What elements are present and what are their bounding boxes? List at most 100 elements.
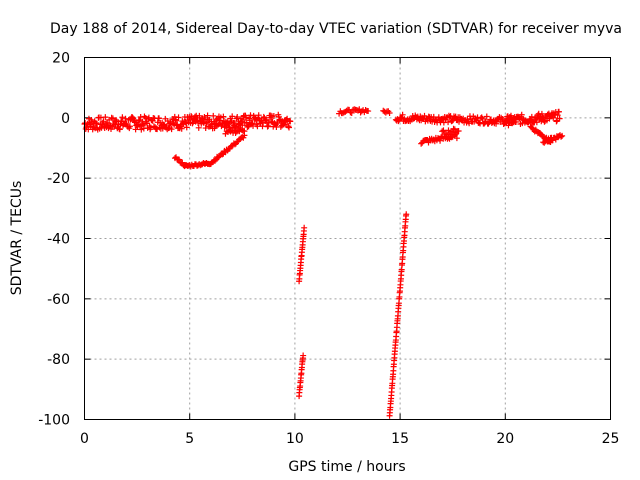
data-point: [437, 137, 444, 144]
data-point: [445, 119, 452, 126]
data-point: [219, 151, 226, 158]
data-point: [559, 132, 566, 139]
data-point: [509, 120, 516, 127]
data-point: [172, 116, 179, 123]
y-tick-label: -100: [38, 413, 70, 429]
data-point: [239, 116, 246, 123]
y-axis-label: SDTVAR / TECUs: [9, 181, 25, 296]
data-point: [241, 128, 248, 135]
data-point: [214, 122, 221, 129]
data-point: [451, 132, 458, 139]
data-point: [300, 352, 307, 359]
data-point: [176, 156, 183, 163]
data-point: [287, 118, 294, 125]
data-point: [155, 115, 162, 122]
data-point: [301, 224, 308, 231]
chart-title: Day 188 of 2014, Sidereal Day-to-day VTE…: [50, 21, 622, 37]
data-point: [263, 116, 270, 123]
data-point: [210, 112, 217, 119]
data-point: [537, 130, 544, 137]
data-point: [255, 112, 262, 119]
data-point: [283, 116, 290, 123]
data-point: [211, 157, 218, 164]
data-point: [231, 120, 238, 127]
y-tick-labels: 20 0 -20 -40 -60 -80 -100: [38, 51, 70, 429]
data-point: [399, 111, 406, 118]
data-point: [113, 116, 120, 123]
data-point: [277, 123, 284, 130]
data-point: [219, 120, 226, 127]
data-point: [234, 113, 241, 120]
data-point: [92, 119, 99, 126]
x-tick-label: 25: [602, 431, 620, 447]
data-point: [264, 123, 271, 130]
data-point: [119, 114, 126, 121]
data-point: [286, 124, 293, 131]
data-point: [243, 114, 250, 121]
data-point: [513, 118, 520, 125]
data-point: [183, 124, 190, 131]
data-point: [450, 125, 457, 132]
data-point: [126, 123, 133, 130]
data-point: [558, 133, 565, 140]
data-point: [102, 114, 109, 121]
data-point: [109, 115, 116, 122]
y-tick-label: -20: [47, 171, 70, 187]
data-point: [222, 123, 229, 130]
data-point: [178, 125, 185, 132]
x-tick-label: 20: [496, 431, 514, 447]
data-point: [174, 121, 181, 128]
y-tick-label: 0: [61, 111, 70, 127]
data-point: [275, 113, 282, 120]
data-points: [81, 106, 566, 419]
data-point: [188, 113, 195, 120]
data-point: [131, 118, 138, 125]
data-point: [493, 120, 500, 127]
data-point: [255, 115, 262, 122]
data-point: [138, 121, 145, 128]
data-point: [229, 113, 236, 120]
data-point: [403, 211, 410, 218]
data-point: [243, 119, 250, 126]
data-point: [195, 124, 202, 131]
plot-frame: [84, 57, 611, 420]
data-point: [555, 108, 562, 115]
data-point: [483, 113, 490, 120]
data-point: [259, 123, 266, 130]
y-tick-label: -60: [47, 292, 70, 308]
data-point: [202, 125, 209, 132]
x-tick-labels: 0 5 10 15 20 25: [80, 431, 619, 447]
data-point: [550, 114, 557, 121]
data-point: [554, 112, 561, 119]
data-point: [479, 115, 486, 122]
data-point: [265, 122, 272, 129]
data-point: [122, 115, 129, 122]
data-point: [440, 127, 447, 134]
data-point: [455, 127, 462, 134]
data-point: [145, 116, 152, 123]
y-tick-label: -80: [47, 352, 70, 368]
data-point: [453, 135, 460, 142]
data-point: [505, 122, 512, 129]
x-tick-label: 5: [185, 431, 194, 447]
x-tick-label: 0: [80, 431, 89, 447]
data-point: [538, 110, 545, 117]
x-axis-label: GPS time / hours: [288, 459, 405, 475]
data-point: [533, 119, 540, 126]
y-tick-label: 20: [52, 51, 70, 67]
data-point: [220, 113, 227, 120]
data-point: [136, 116, 143, 123]
data-point: [386, 109, 393, 116]
data-point: [173, 117, 180, 124]
data-point: [285, 123, 292, 130]
data-point: [168, 126, 175, 133]
data-point: [518, 111, 525, 118]
data-point: [556, 115, 563, 122]
data-point: [446, 114, 453, 121]
data-point: [270, 112, 277, 119]
data-point: [90, 124, 97, 131]
data-point: [189, 120, 196, 127]
data-point: [553, 118, 560, 125]
x-tick-label: 15: [391, 431, 409, 447]
